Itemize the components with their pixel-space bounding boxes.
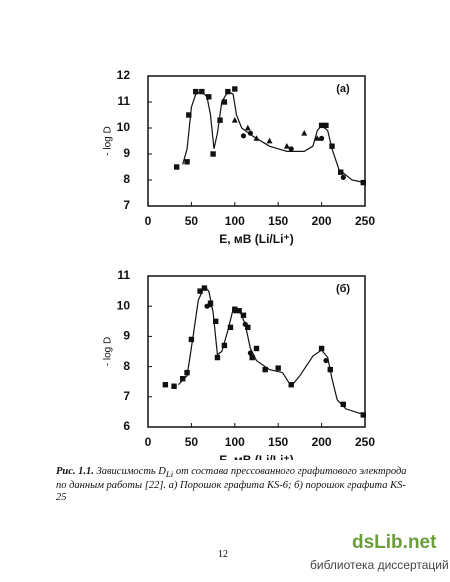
square-point: [275, 365, 281, 371]
y-tick-label: 9: [123, 329, 130, 343]
caption-subscript: Li: [165, 469, 174, 480]
x-tick-label: 100: [225, 435, 245, 449]
square-point: [210, 151, 216, 157]
square-point: [337, 169, 344, 175]
square-point: [253, 345, 260, 352]
y-tick-label: 10: [117, 120, 131, 134]
y-tick-label: 8: [123, 359, 130, 373]
caption-label: Рис. 1.1.: [56, 466, 94, 477]
square-point: [186, 112, 192, 118]
panel-label: (б): [336, 283, 350, 295]
square-point: [201, 285, 208, 291]
square-point: [197, 288, 203, 294]
y-axis-label: - log D: [103, 126, 114, 155]
circle-point: [319, 135, 325, 141]
y-tick-label: 11: [117, 94, 130, 108]
y-tick-label: 11: [117, 268, 130, 282]
square-point: [249, 354, 255, 361]
y-tick-label: 8: [123, 172, 130, 186]
triangle-point: [231, 117, 238, 123]
x-tick-label: 0: [145, 214, 152, 228]
x-tick-label: 250: [355, 214, 375, 228]
x-tick-label: 150: [268, 214, 288, 228]
y-tick-label: 12: [117, 68, 131, 82]
triangle-point: [283, 143, 290, 149]
x-tick-label: 150: [268, 435, 288, 449]
circle-point: [247, 130, 254, 136]
square-point: [193, 88, 199, 95]
square-point: [180, 375, 186, 382]
x-tick-label: 50: [185, 435, 199, 449]
x-tick-label: 50: [185, 214, 199, 228]
square-point: [240, 312, 247, 318]
triangle-point: [266, 137, 273, 144]
circle-point: [340, 174, 346, 180]
square-point: [323, 122, 329, 129]
square-point: [213, 318, 219, 324]
x-axis-label: E, мВ (Li/Li⁺): [219, 453, 294, 460]
circle-point: [323, 357, 329, 364]
triangle-point: [244, 124, 251, 131]
x-tick-label: 250: [355, 435, 375, 449]
x-tick-label: 200: [312, 214, 332, 228]
plot-frame: [147, 275, 366, 428]
y-tick-label: 7: [123, 389, 130, 403]
page-number: 12: [218, 549, 228, 560]
caption-text: Зависимость D: [93, 466, 166, 477]
plot-frame: [147, 75, 366, 207]
panel-label: (а): [336, 83, 350, 95]
square-point: [171, 383, 177, 389]
square-point: [340, 401, 346, 408]
square-point: [221, 342, 228, 349]
square-point: [288, 382, 294, 388]
caption: Рис. 1.1. Зависимость DLi от состава пре…: [56, 466, 416, 504]
y-tick-label: 6: [123, 419, 130, 433]
watermark: dsLib.net: [352, 532, 437, 553]
square-point: [221, 99, 228, 105]
y-axis-label: - log D: [103, 337, 114, 366]
y-tick-label: 9: [123, 146, 130, 160]
square-point: [184, 159, 190, 165]
square-point: [227, 324, 234, 331]
y-tick-label: 10: [117, 298, 131, 312]
x-tick-label: 200: [312, 435, 332, 449]
watermark-subtitle: библиотека диссертаций: [310, 558, 449, 572]
square-point: [262, 366, 268, 373]
fit-curve: [177, 285, 366, 416]
square-point: [232, 86, 238, 92]
circle-point: [288, 146, 294, 152]
circle-point: [240, 133, 247, 139]
square-point: [245, 324, 251, 331]
square-point: [206, 94, 212, 100]
x-tick-label: 0: [145, 435, 152, 449]
y-tick-label: 7: [123, 198, 130, 212]
x-tick-label: 100: [225, 214, 245, 228]
square-point: [214, 354, 221, 361]
caption-text: от состава прессованного графитового эле…: [56, 466, 407, 504]
square-point: [162, 382, 169, 388]
triangle-point: [301, 130, 308, 136]
square-point: [173, 164, 180, 170]
square-point: [329, 143, 335, 149]
square-point: [318, 345, 325, 352]
square-point: [188, 336, 195, 343]
x-axis-label: E, мВ (Li/Li⁺): [219, 232, 294, 246]
square-point: [217, 117, 223, 123]
triangle-point: [314, 135, 321, 141]
fit-curve: [182, 90, 366, 184]
